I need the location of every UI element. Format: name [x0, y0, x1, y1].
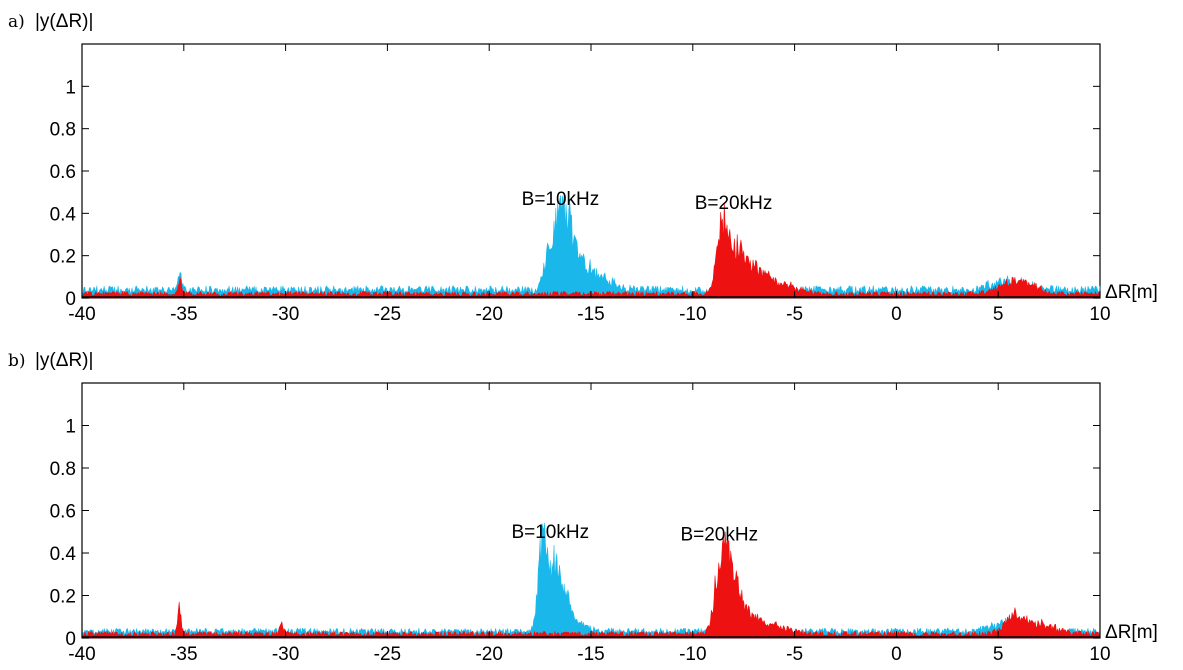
series-area-cyan [81, 522, 1101, 639]
plot-area [81, 43, 1101, 299]
panel-label: b) [8, 351, 26, 371]
x-tick-label: 5 [993, 304, 1004, 325]
x-tick-label: -35 [170, 304, 197, 325]
y-tick-label: 0.6 [50, 502, 76, 523]
x-axis-label: ΔR[m] [1105, 282, 1158, 303]
x-tick-label: -5 [786, 304, 803, 325]
y-axis-label: |y(ΔR)| [35, 350, 93, 371]
x-tick-label: -10 [679, 644, 706, 665]
plot-area [81, 382, 1101, 639]
x-tick-label: -40 [68, 644, 95, 665]
x-tick-label: -20 [475, 644, 502, 665]
y-axis-label: |y(ΔR)| [35, 11, 93, 32]
y-tick-label: 0.8 [50, 120, 76, 141]
x-tick-label: 5 [993, 644, 1004, 665]
x-tick-label: -25 [374, 644, 401, 665]
y-tick-label: 0.4 [50, 204, 77, 225]
y-tick-label: 0 [65, 289, 76, 310]
x-tick-label: -30 [272, 304, 299, 325]
annotation-label: B=10kHz [511, 522, 589, 543]
x-tick-label: -15 [577, 304, 604, 325]
y-tick-label: 0.2 [50, 247, 76, 268]
y-tick-label: 0 [65, 629, 76, 650]
x-tick-label: 0 [891, 304, 902, 325]
x-tick-label: -35 [170, 644, 197, 665]
x-tick-label: -20 [475, 304, 502, 325]
annotation-label: B=10kHz [522, 189, 600, 210]
x-tick-label: -30 [272, 644, 299, 665]
x-tick-label: 0 [891, 644, 902, 665]
y-tick-label: 1 [65, 417, 76, 438]
x-tick-label: -5 [786, 644, 803, 665]
x-tick-label: -10 [679, 304, 706, 325]
annotation-label: B=20kHz [695, 193, 773, 214]
x-tick-label: -15 [577, 644, 604, 665]
y-tick-label: 0.8 [50, 459, 76, 480]
series-area-red [81, 531, 1101, 639]
y-tick-label: 0.6 [50, 162, 76, 183]
x-tick-label: 10 [1089, 644, 1110, 665]
chart-panel-a: -40 -35 -30 -25 -20 -15 -10 -5 0 5 10 0 0.2 0.4 0.6 0.8… [8, 11, 1158, 325]
x-tick-label: 10 [1089, 304, 1110, 325]
x-tick-label: -40 [68, 304, 95, 325]
panel-label: a) [8, 12, 25, 32]
annotation-label: B=20kHz [680, 524, 758, 545]
x-axis-label: ΔR[m] [1105, 622, 1158, 643]
y-tick-label: 0.2 [50, 587, 76, 608]
y-tick-label: 0.4 [50, 544, 77, 565]
series-area-cyan [81, 194, 1101, 299]
chart-panel-b: -40 -35 -30 -25 -20 -15 -10 -5 0 5 10 0 0.2 0.4 0.6 0.8… [8, 350, 1158, 665]
y-tick-label: 1 [65, 77, 76, 98]
x-tick-label: -25 [374, 304, 401, 325]
